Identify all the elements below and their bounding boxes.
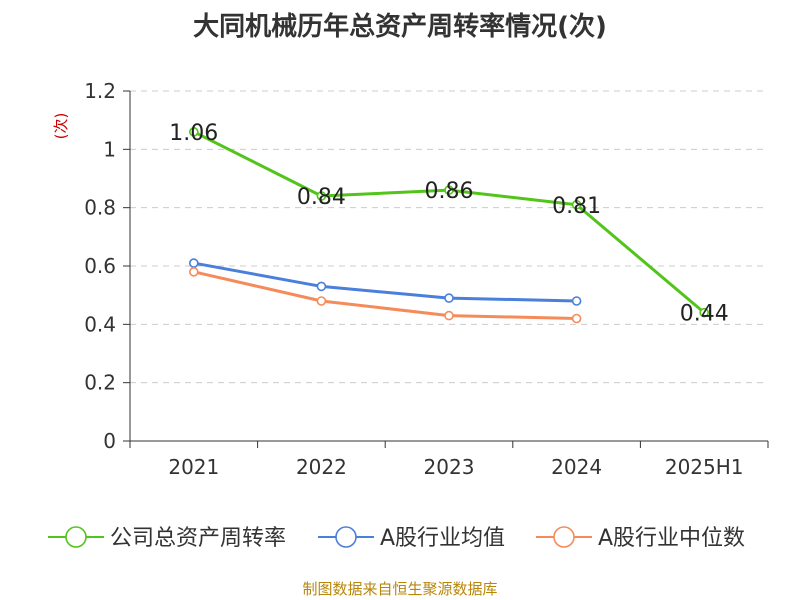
x-tick-label: 2021	[168, 455, 219, 479]
legend-marker	[335, 526, 357, 548]
y-tick-label: 0.6	[84, 254, 116, 278]
legend-label: A股行业均值	[380, 526, 505, 551]
data-point	[571, 199, 582, 210]
x-tick-label: 2022	[296, 455, 347, 479]
data-label: 1.06	[169, 121, 218, 146]
x-tick-label: 2023	[424, 455, 475, 479]
data-point	[444, 185, 454, 195]
data-point	[189, 127, 199, 137]
data-label: 0.84	[297, 185, 346, 210]
data-point	[316, 281, 327, 292]
series-line	[193, 261, 577, 303]
y-tick-label: 0.2	[84, 371, 116, 395]
legend-marker	[553, 526, 575, 548]
y-tick-label: 0.8	[84, 196, 116, 220]
data-label: 0.81	[552, 194, 601, 219]
y-tick-label: 0.4	[84, 312, 116, 336]
data-label: 0.86	[425, 179, 474, 204]
data-point	[444, 293, 454, 303]
y-tick-label: 1.2	[84, 79, 116, 103]
data-point	[189, 267, 199, 277]
data-point	[571, 296, 582, 306]
data-point	[316, 191, 327, 201]
y-axis-label: (次)	[52, 113, 70, 140]
series-line	[193, 130, 706, 314]
data-point	[189, 258, 199, 268]
data-point	[699, 307, 710, 318]
y-tick-label: 0	[103, 429, 116, 453]
data-label: 0.44	[680, 302, 729, 327]
data-point	[316, 296, 327, 306]
series-line	[193, 270, 577, 320]
legend-marker	[65, 526, 87, 548]
y-tick-label: 1	[103, 137, 116, 161]
data-point	[444, 310, 454, 321]
legend-label: 公司总资产周转率	[110, 526, 286, 551]
data-point	[571, 313, 582, 324]
x-tick-label: 2024	[551, 455, 602, 479]
source-note: 制图数据来自恒生聚源数据库	[302, 580, 498, 598]
x-tick-label: 2025H1	[665, 455, 744, 479]
legend-label: A股行业中位数	[598, 526, 745, 551]
chart-title: 大同机械历年总资产周转率情况(次)	[193, 12, 607, 42]
